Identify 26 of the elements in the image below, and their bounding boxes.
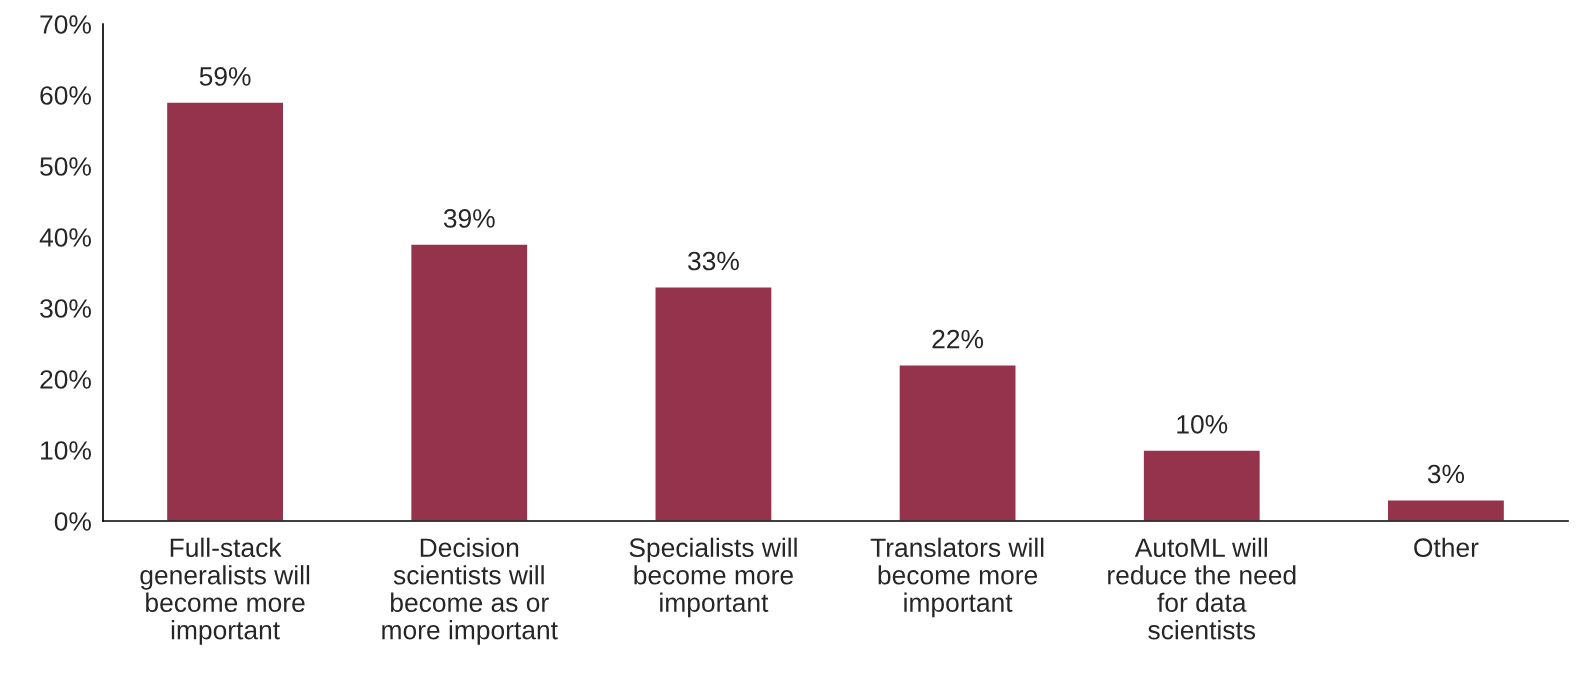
bar bbox=[1142, 449, 1262, 521]
bar bbox=[1386, 499, 1506, 521]
data-label: 33% bbox=[688, 251, 739, 271]
x-tick-label: Decision scientists will become as or more important bbox=[382, 537, 558, 645]
bar bbox=[898, 364, 1017, 521]
data-label: 3% bbox=[1427, 464, 1465, 484]
y-tick-label: 0% bbox=[54, 512, 91, 531]
x-tick-label: Full-stack generalists will become more important bbox=[140, 537, 310, 645]
y-tick-label: 20% bbox=[40, 370, 91, 389]
y-tick-label: 60% bbox=[40, 86, 91, 105]
x-tick-label: Specialists will become more important bbox=[629, 537, 797, 618]
x-tick-label: Other bbox=[1414, 537, 1479, 558]
bar bbox=[409, 243, 529, 521]
data-label: 59% bbox=[199, 67, 251, 86]
y-tick-label: 10% bbox=[41, 441, 91, 460]
y-tick-label: 70% bbox=[40, 15, 91, 34]
data-label: 10% bbox=[1177, 414, 1228, 434]
data-label: 39% bbox=[443, 209, 495, 228]
y-tick-label: 40% bbox=[39, 228, 91, 247]
y-tick-label: 30% bbox=[40, 299, 91, 318]
x-tick-label: AutoML will reduce the need for data scientists bbox=[1108, 537, 1296, 640]
data-label: 22% bbox=[932, 329, 984, 349]
x-tick-label: Translators will become more important bbox=[870, 537, 1044, 618]
y-tick-label: 50% bbox=[40, 157, 91, 176]
bar bbox=[165, 101, 285, 521]
bar bbox=[654, 286, 773, 521]
